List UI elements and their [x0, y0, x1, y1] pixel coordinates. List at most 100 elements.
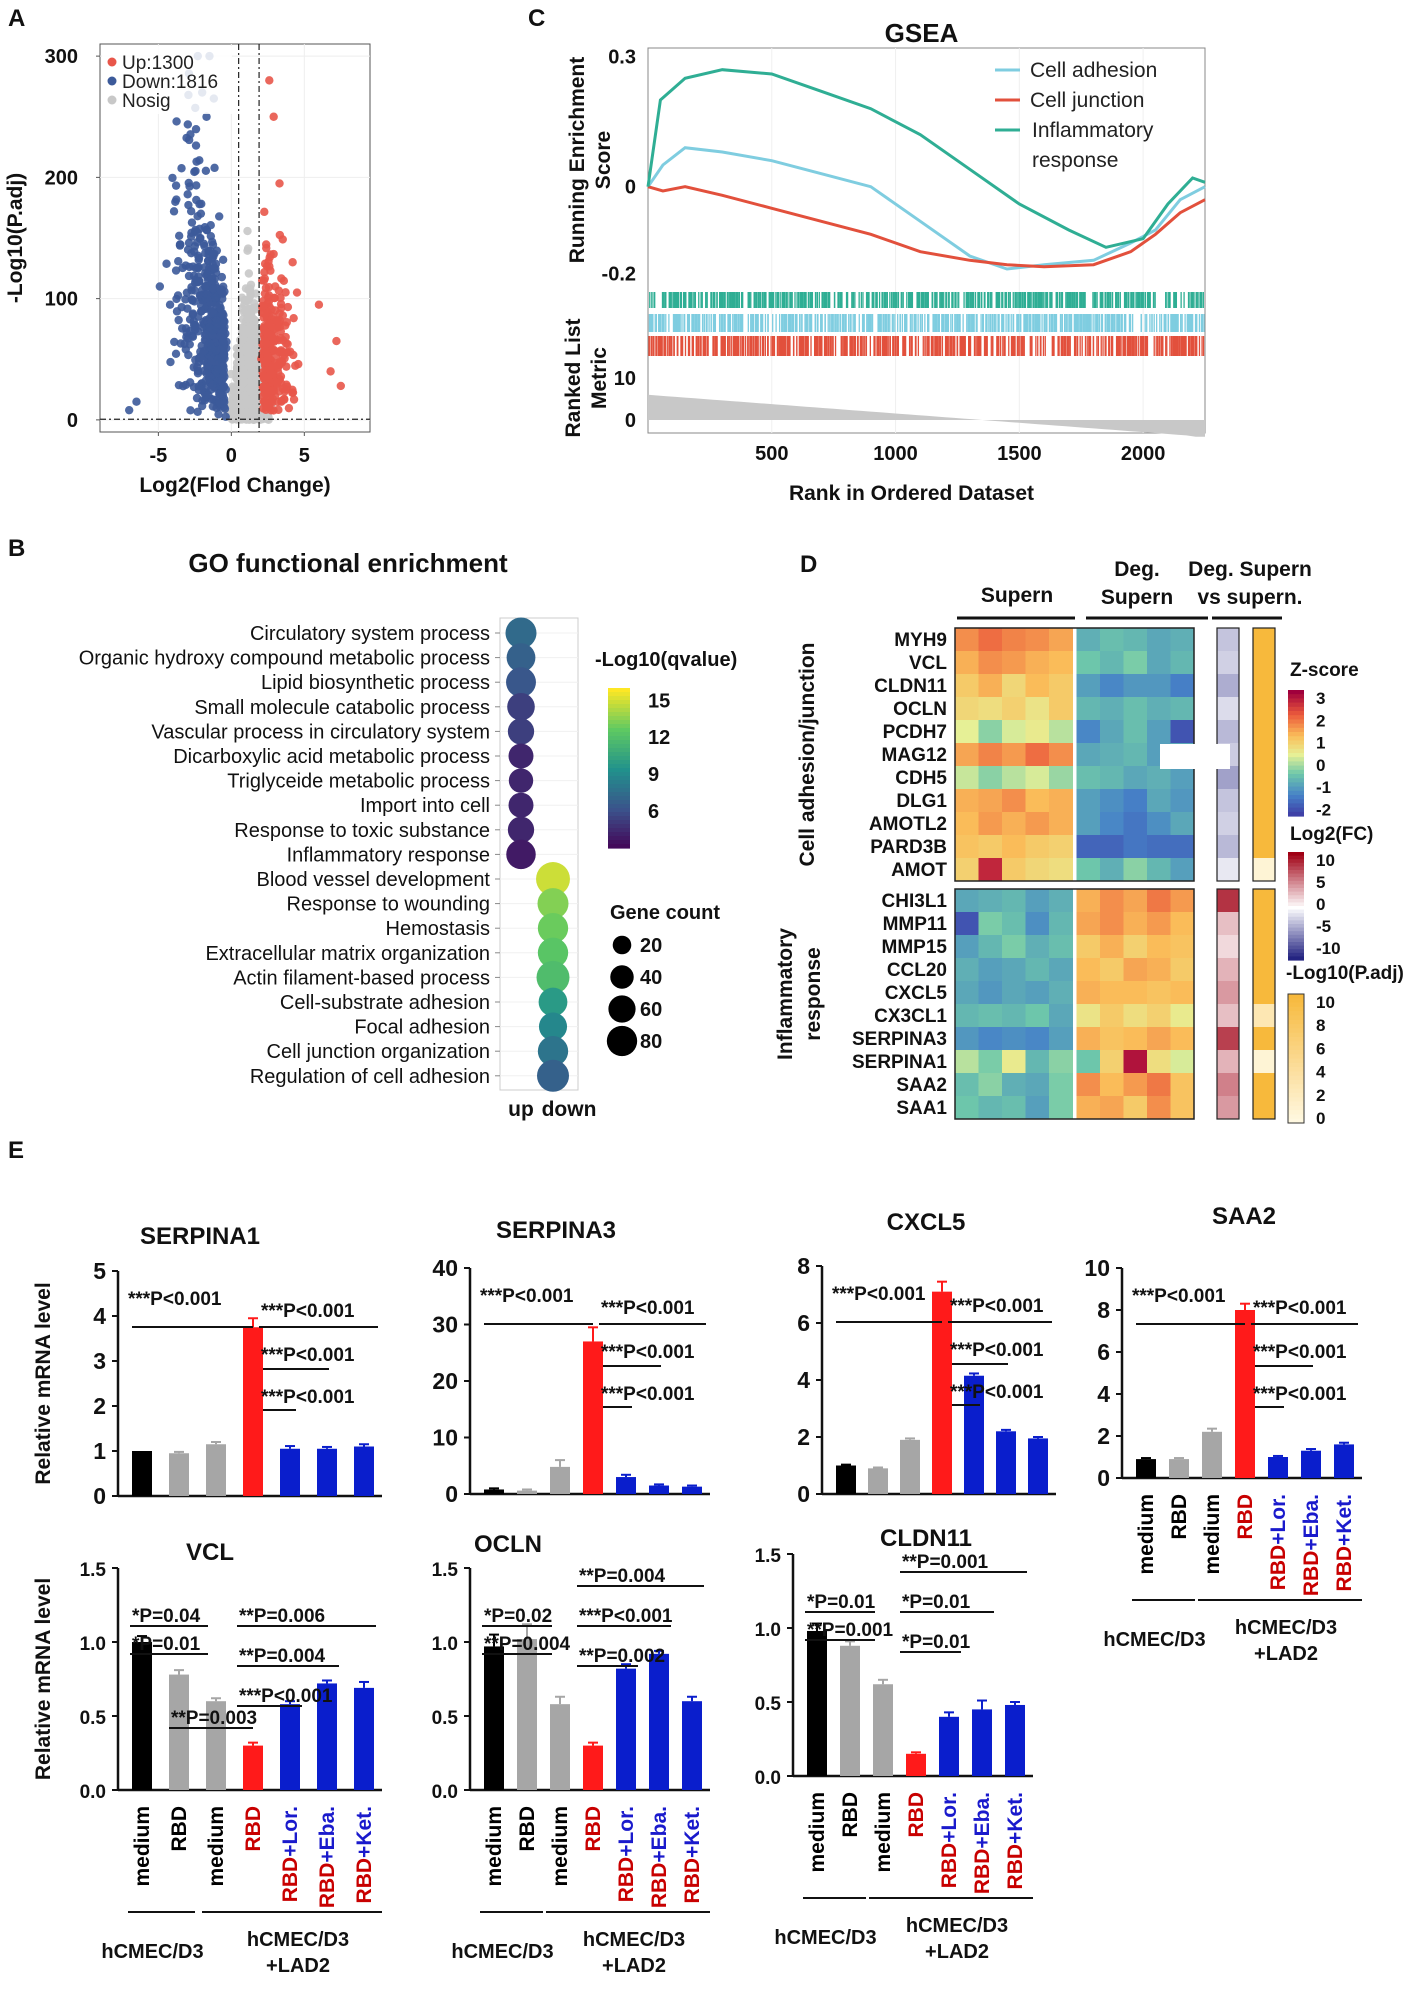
heatmap-cell: [1049, 697, 1073, 721]
fc-cell: [1217, 912, 1239, 936]
y-tick-label: 8: [797, 1253, 810, 1279]
legend-gradient: [1288, 994, 1304, 999]
heatmap-cell: [1076, 935, 1101, 959]
heatmap-cell: [1025, 889, 1050, 913]
bar: [550, 1466, 570, 1494]
p-value-label: ***P<0.001: [601, 1298, 695, 1319]
heatmap-cell: [1100, 981, 1124, 1005]
data-point: [184, 350, 193, 360]
y-tick-label: 8: [1097, 1297, 1110, 1323]
heatmap-cell: [1100, 674, 1124, 698]
data-point: [171, 197, 180, 207]
data-point: [193, 366, 203, 376]
block-outline: [1216, 888, 1240, 1120]
gene-label: CLDN11: [874, 676, 947, 697]
category-label: RBD+Lor.: [1267, 1494, 1290, 1590]
term-label: Triglyceide metabolic process: [227, 771, 490, 793]
dot: [537, 913, 569, 944]
category-label: RBD: [516, 1806, 539, 1852]
heatmap-cell: [1170, 935, 1195, 959]
colorbar-segment: [608, 816, 630, 821]
data-point: [202, 112, 211, 121]
padj-cell: [1253, 1096, 1275, 1120]
y-tick-label: 0.0: [432, 1782, 458, 1803]
group-label: hCMEC/D3: [906, 1915, 1008, 1937]
legend-gradient: [1288, 723, 1304, 729]
colorbar-segment: [608, 700, 630, 705]
panel-letter-b: B: [8, 535, 25, 562]
heatmap-cell: [955, 889, 979, 913]
heatmap-cell: [1100, 912, 1124, 936]
legend-gradient: [1288, 799, 1304, 804]
heatmap-cell: [1100, 628, 1124, 652]
legend-gradient: [1288, 1015, 1304, 1021]
data-point: [275, 360, 284, 369]
legend-gradient: [1288, 920, 1304, 925]
p-value-label: ***P<0.001: [261, 1387, 355, 1408]
p-value-label: ***P<0.001: [601, 1384, 695, 1405]
data-point: [200, 241, 209, 251]
legend-gradient: [1288, 909, 1304, 914]
heatmap-cell: [1123, 858, 1148, 882]
heatmap-cell: [978, 981, 1003, 1005]
heatmap-cell: [1170, 858, 1195, 882]
heatmap-cell: [1076, 1004, 1101, 1028]
heatmap-cell: [1170, 1073, 1195, 1097]
heatmap-cell: [955, 766, 979, 790]
data-point: [274, 405, 283, 415]
bar: [583, 1341, 603, 1494]
legend-gradient: [1288, 902, 1304, 907]
heatmap-cell: [1170, 1027, 1195, 1051]
colorbar-tick-label: 12: [648, 727, 670, 749]
legend-bg: [102, 46, 232, 114]
heatmap-cell: [955, 674, 979, 698]
heatmap-cell: [1147, 1027, 1171, 1051]
heatmap-cell: [1002, 628, 1026, 652]
fc-cell: [1217, 858, 1239, 882]
heatmap-cell: [1123, 628, 1148, 652]
y-tick-label: 100: [45, 289, 78, 311]
term-label: Dicarboxylic acid metabolic process: [173, 746, 490, 768]
data-point: [246, 329, 255, 338]
legend-swatch: [107, 57, 117, 67]
data-point: [192, 157, 201, 166]
colorbar-segment: [608, 704, 630, 709]
legend-gradient: [1288, 694, 1304, 699]
legend-tick-label: 6: [1316, 1039, 1325, 1058]
colorbar-segment: [608, 800, 630, 805]
heatmap-cell: [1076, 835, 1101, 859]
heatmap-cell: [1002, 858, 1026, 882]
legend-tick-label: -10: [1316, 939, 1341, 958]
heatmap-cell: [1025, 958, 1050, 982]
data-point: [186, 406, 195, 415]
dot: [536, 960, 570, 994]
heatmap-cell: [1025, 674, 1050, 698]
dot: [536, 1059, 570, 1092]
size-legend-title: Gene count: [610, 902, 720, 924]
data-point: [289, 313, 298, 323]
legend-tick-label: -5: [1316, 917, 1331, 936]
heatmap-cell: [978, 766, 1003, 790]
gene-label: MMP11: [883, 914, 948, 935]
data-point: [258, 301, 267, 311]
legend-gradient: [1288, 727, 1304, 733]
colorbar-segment: [608, 724, 630, 729]
data-point: [171, 266, 181, 275]
legend-gradient: [1288, 1002, 1304, 1008]
data-point: [281, 288, 290, 297]
bar: [682, 1486, 702, 1494]
fc-cell: [1217, 935, 1239, 959]
heatmap-cell: [1147, 958, 1171, 982]
bar: [868, 1468, 888, 1494]
heatmap-cell: [1100, 720, 1124, 744]
heatmap-cell: [978, 789, 1003, 813]
x-tick-label: 500: [755, 443, 788, 465]
heatmap-cell: [1147, 674, 1171, 698]
y-tick-label: -0.2: [602, 263, 636, 285]
colorbar-segment: [608, 748, 630, 753]
data-point: [277, 397, 286, 406]
heatmap-cell: [1002, 835, 1026, 859]
heatmap-cell: [955, 789, 979, 813]
y-tick-label: 300: [45, 46, 78, 68]
heatmap-cell: [1100, 1096, 1124, 1120]
